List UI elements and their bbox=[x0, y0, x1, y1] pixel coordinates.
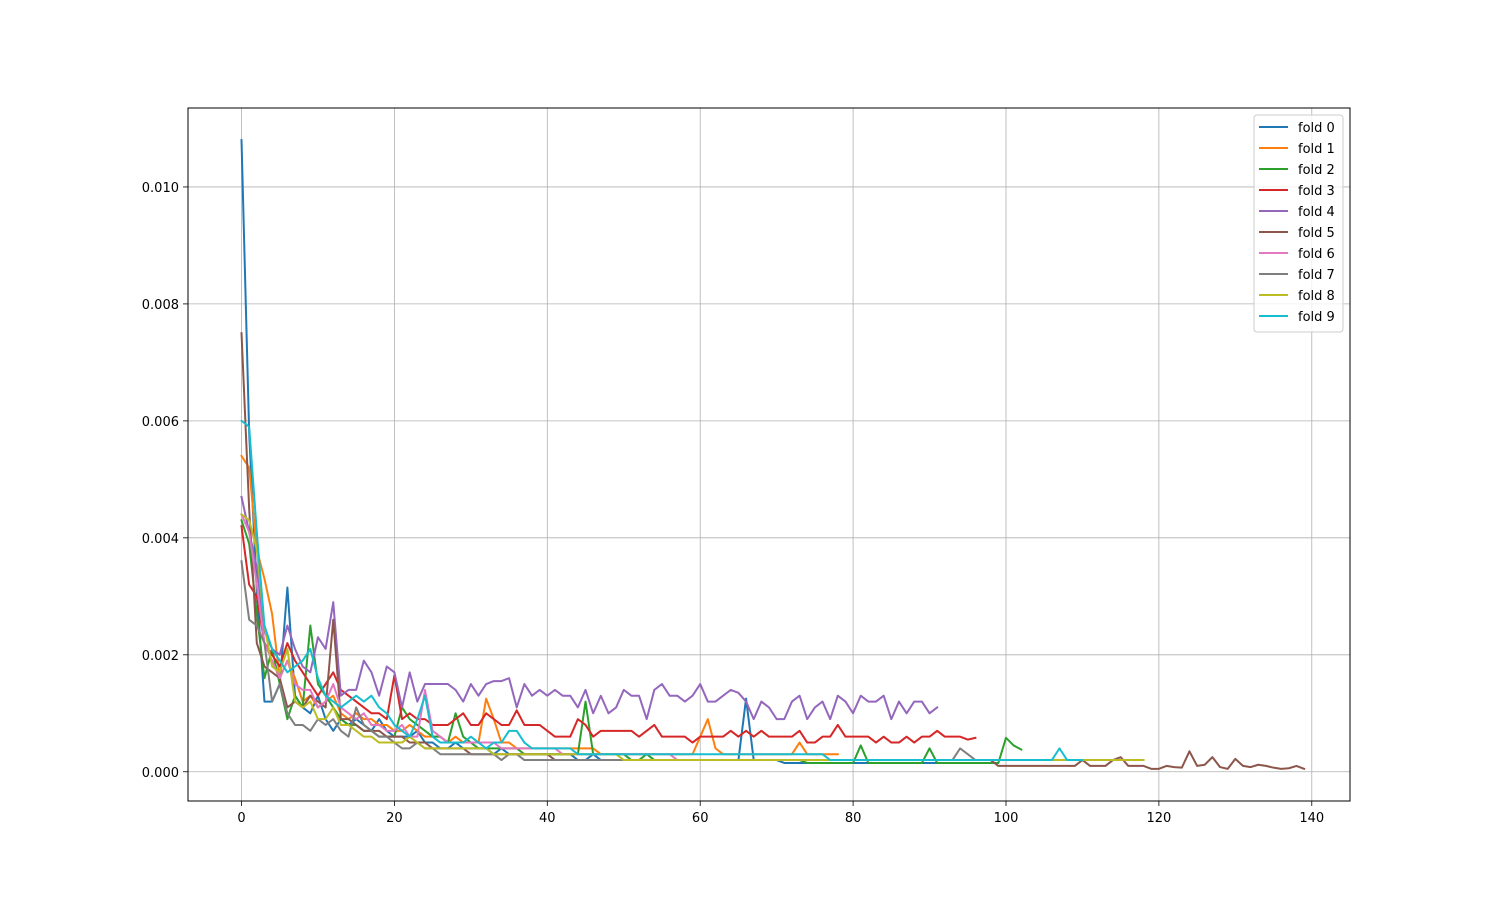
y-tick-label: 0.000 bbox=[142, 766, 179, 781]
legend-label: fold 8 bbox=[1298, 289, 1335, 304]
series-line-fold-9 bbox=[240, 419, 1084, 762]
x-axis: 0 20 40 60 80 100 120 140 bbox=[237, 801, 1324, 826]
plot-frame bbox=[187, 107, 1351, 802]
y-tick-label: 0.002 bbox=[142, 649, 179, 664]
x-tick-label: 40 bbox=[539, 811, 556, 826]
x-tick-label: 120 bbox=[1146, 811, 1171, 826]
y-tick-label: 0.008 bbox=[142, 298, 179, 313]
legend-label: fold 3 bbox=[1298, 184, 1335, 199]
x-tick-label: 140 bbox=[1299, 811, 1324, 826]
legend-label: fold 9 bbox=[1298, 310, 1335, 325]
x-tick-label: 0 bbox=[237, 811, 245, 826]
y-tick-label: 0.006 bbox=[142, 415, 179, 430]
series-line-fold-3 bbox=[240, 525, 977, 744]
x-tick-label: 100 bbox=[994, 811, 1019, 826]
legend-label: fold 7 bbox=[1298, 268, 1335, 283]
y-axis: 0.000 0.002 0.004 0.006 0.008 0.010 bbox=[142, 181, 188, 781]
x-tick-label: 80 bbox=[845, 811, 862, 826]
y-tick-label: 0.010 bbox=[142, 181, 179, 196]
legend-label: fold 1 bbox=[1298, 142, 1335, 157]
series-layer bbox=[240, 139, 1306, 771]
legend-label: fold 5 bbox=[1298, 226, 1335, 241]
legend: fold 0 fold 1 fold 2 fold 3 fold 4 fold 5 fold… bbox=[1253, 114, 1344, 333]
legend-label: fold 0 bbox=[1298, 121, 1335, 136]
legend-label: fold 2 bbox=[1298, 163, 1335, 178]
x-tick-label: 60 bbox=[692, 811, 709, 826]
legend-label: fold 4 bbox=[1298, 205, 1335, 220]
x-tick-label: 20 bbox=[386, 811, 403, 826]
series-line-fold-4 bbox=[240, 495, 939, 721]
legend-label: fold 6 bbox=[1298, 247, 1335, 262]
y-tick-label: 0.004 bbox=[142, 532, 179, 547]
